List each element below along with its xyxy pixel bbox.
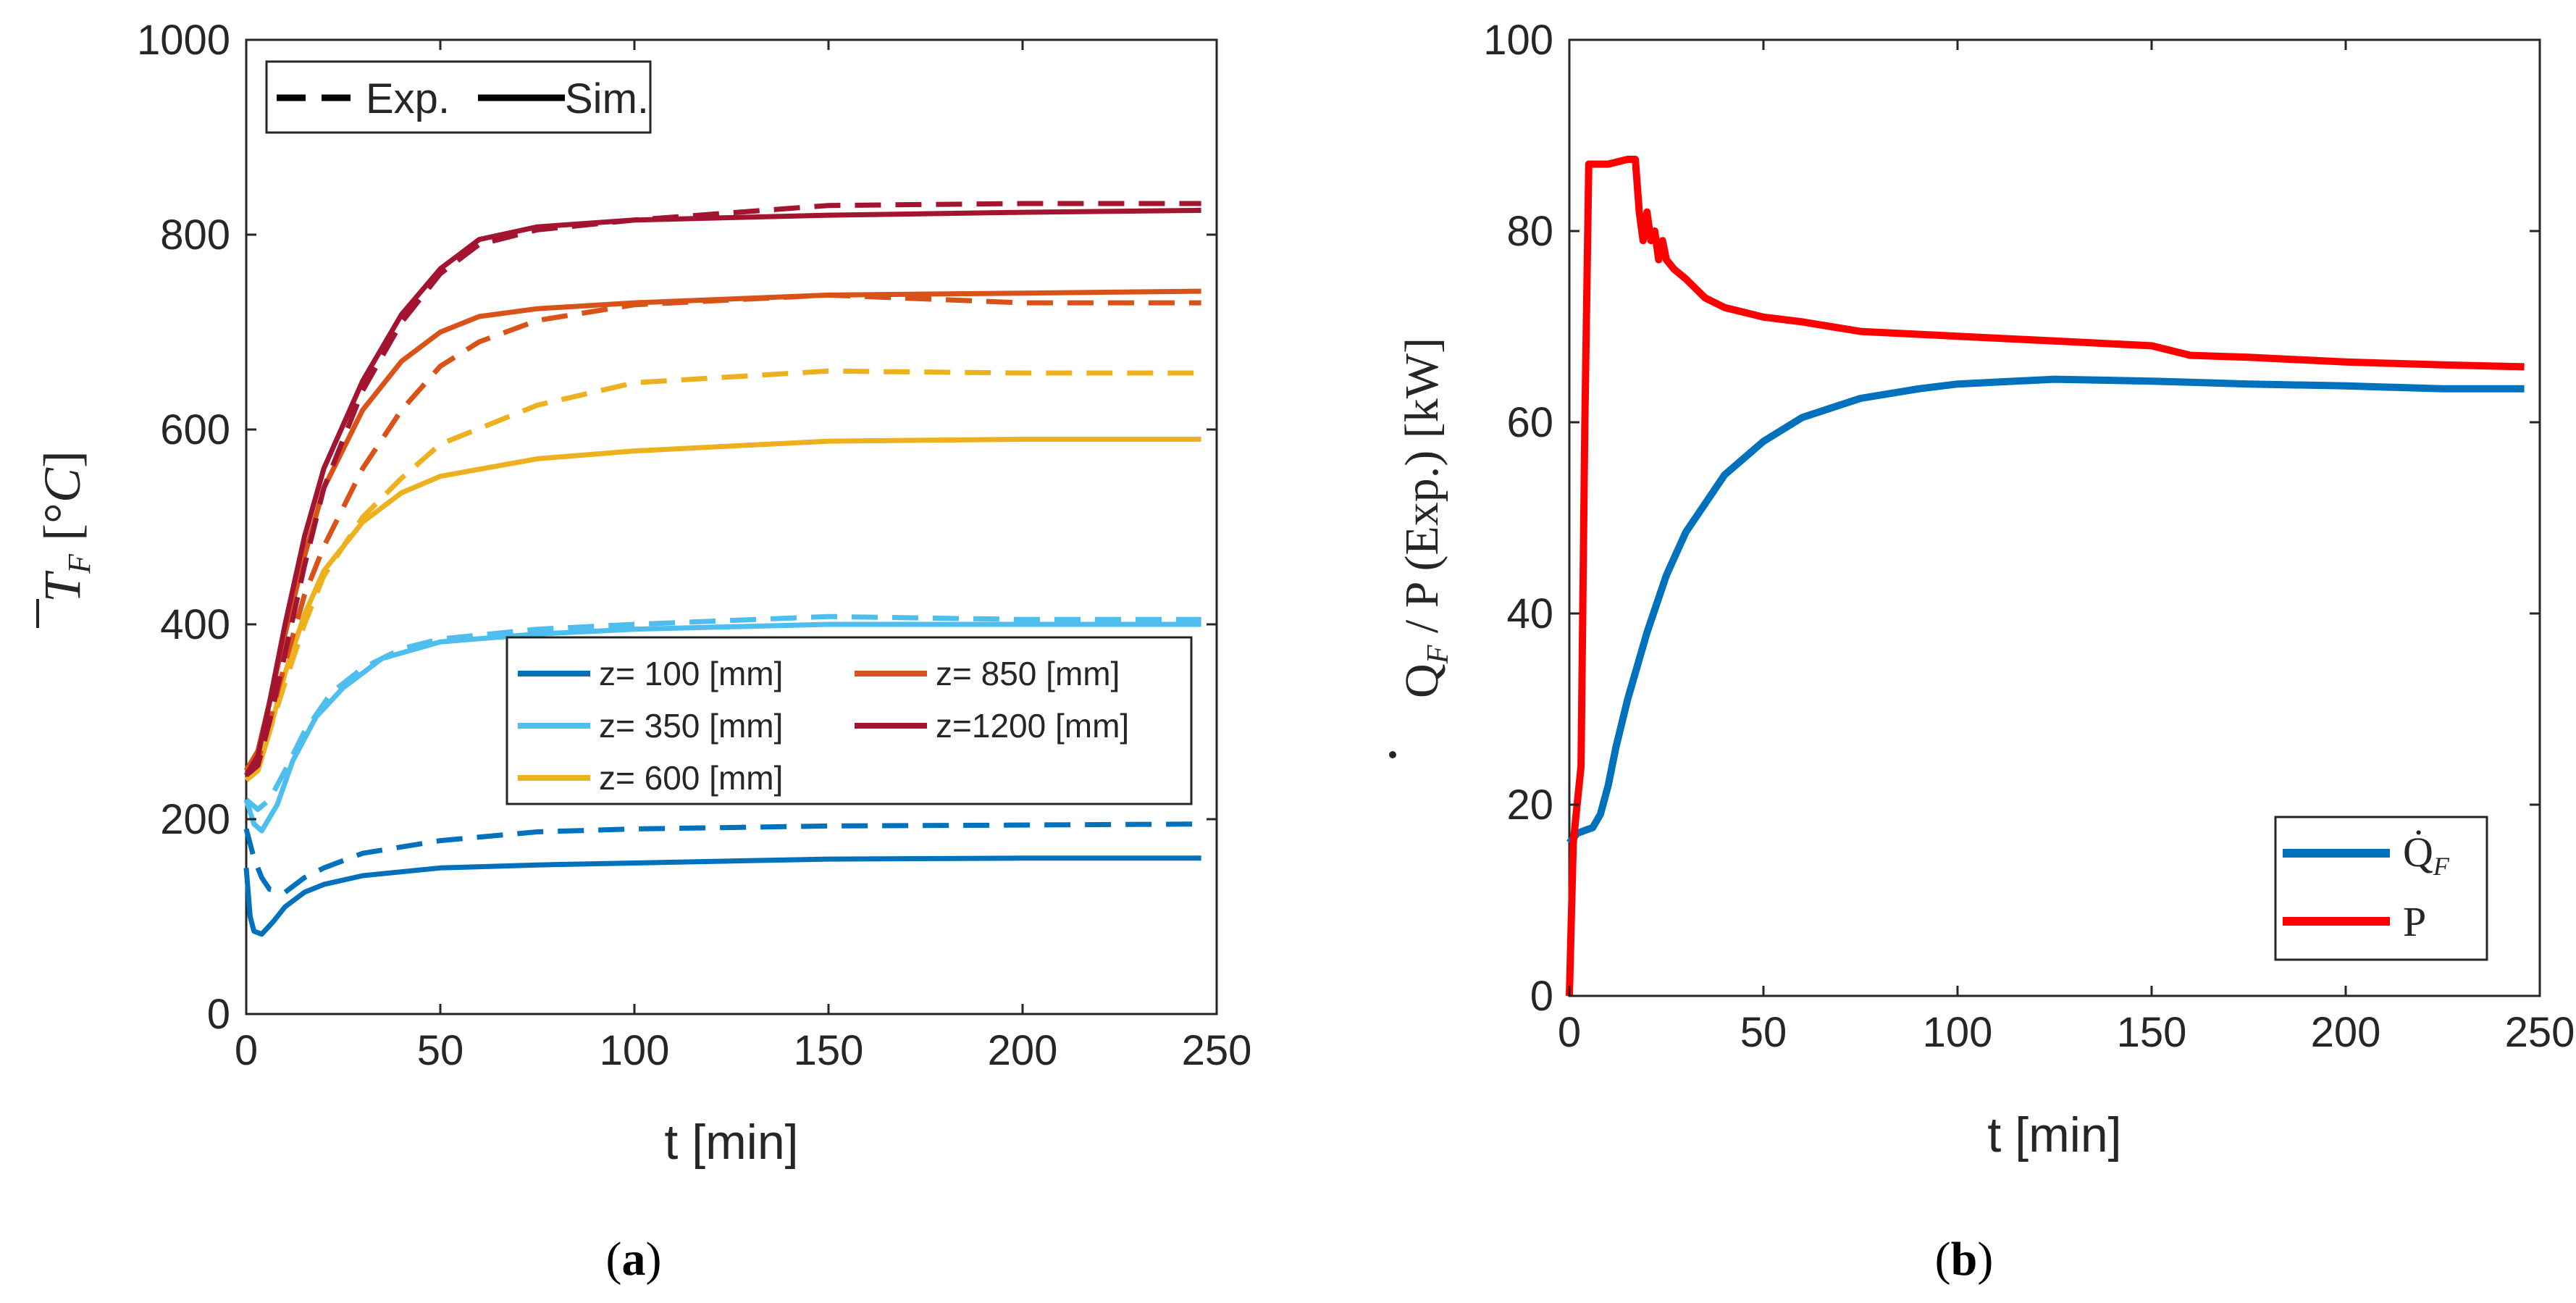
panel-b-x-axis-label: t [min]: [1987, 1107, 2121, 1162]
legend-label-p: P: [2403, 898, 2426, 945]
legend-label-0: z= 100 [mm]: [599, 655, 783, 692]
y-tick-label: 20: [1506, 782, 1553, 829]
x-tick-label: 200: [2311, 1009, 2381, 1056]
caption-a: (a): [606, 1233, 662, 1286]
series-exp-line-0: [243, 821, 1201, 895]
sim-label: Sim.: [565, 75, 649, 122]
legend-label-3: z= 850 [mm]: [936, 655, 1120, 692]
panel-a-series-lines: [243, 201, 1201, 937]
x-tick-label: 100: [600, 1027, 670, 1074]
x-tick-label: 250: [2505, 1009, 2575, 1056]
x-tick-label: 0: [1558, 1009, 1581, 1056]
y-tick-label: 40: [1506, 590, 1553, 637]
y-tick-label: 0: [1530, 973, 1553, 1020]
legend-label-1: z= 350 [mm]: [599, 707, 783, 745]
series-exp-line-4: [244, 201, 1201, 778]
panel-a-style-legend: Exp. Sim.: [265, 60, 652, 134]
svg-text:TF [°C]: TF [°C]: [33, 451, 97, 603]
panel-a-series-legend: z= 100 [mm] z= 350 [mm] z= 600 [mm] z= 850 …: [505, 636, 1193, 805]
y-tick-label: 100: [1483, 17, 1553, 64]
panel-a-x-ticks: 0 50 100 150 200 250: [235, 40, 1252, 1074]
y-tick-label: 60: [1506, 399, 1553, 446]
x-tick-label: 0: [235, 1027, 258, 1074]
x-tick-label: 250: [1182, 1027, 1252, 1074]
x-tick-label: 150: [2117, 1009, 2187, 1056]
x-tick-label: 50: [1740, 1009, 1787, 1056]
legend-label-2: z= 600 [mm]: [599, 759, 783, 797]
panel-b-legend-box: [2274, 816, 2488, 961]
series-line-0: [1566, 375, 2525, 845]
y-tick-label: 200: [160, 796, 230, 843]
series-sim-line-1: [243, 621, 1201, 834]
panel-a-chart: 0 50 100 150 200 250 0 200 400 600 800 1000 t [min…: [33, 17, 1251, 1170]
exp-label: Exp.: [366, 75, 450, 122]
series-sim-line-0: [243, 855, 1201, 937]
x-tick-label: 50: [417, 1027, 464, 1074]
legend-label-qf: Q̇F: [2403, 829, 2450, 881]
panel-a-plot-area: [245, 38, 1218, 1015]
legend-label-4: z=1200 [mm]: [936, 707, 1129, 745]
panel-b-chart: 0 50 100 150 200 250 0 20 40 60 80 100 t [min] QF …: [1389, 17, 2575, 1162]
y-tick-label: 400: [160, 601, 230, 648]
panel-a-x-axis-label: t [min]: [664, 1115, 798, 1170]
panel-a-y-axis-label: TF [°C]: [33, 451, 97, 628]
y-tick-label: 0: [207, 991, 230, 1038]
panel-b-x-ticks: 0 50 100 150 200 250: [1558, 40, 2575, 1056]
panel-b-series-lines: [1566, 156, 2525, 997]
x-tick-label: 150: [794, 1027, 864, 1074]
y-tick-label: 80: [1506, 208, 1553, 255]
y-tick-label: 600: [160, 406, 230, 453]
series-legend-box: [505, 636, 1193, 805]
panel-a-y-ticks: 0 200 400 600 800 1000: [137, 17, 1217, 1038]
y-tick-label: 1000: [137, 17, 230, 64]
x-tick-label: 100: [1923, 1009, 1993, 1056]
svg-text:QF / P (Exp.) [kW]: QF / P (Exp.) [kW]: [1396, 338, 1455, 698]
x-tick-label: 200: [988, 1027, 1058, 1074]
caption-b: (b): [1935, 1233, 1994, 1286]
panel-b-legend: Q̇F P: [2274, 816, 2488, 961]
panel-b-y-axis-label: QF / P (Exp.) [kW]: [1389, 338, 1455, 758]
y-tick-label: 800: [160, 211, 230, 259]
series-line-1: [1566, 156, 2525, 997]
series-sim-line-4: [243, 207, 1201, 777]
panel-b-y-ticks: 0 20 40 60 80 100: [1483, 17, 2540, 1020]
